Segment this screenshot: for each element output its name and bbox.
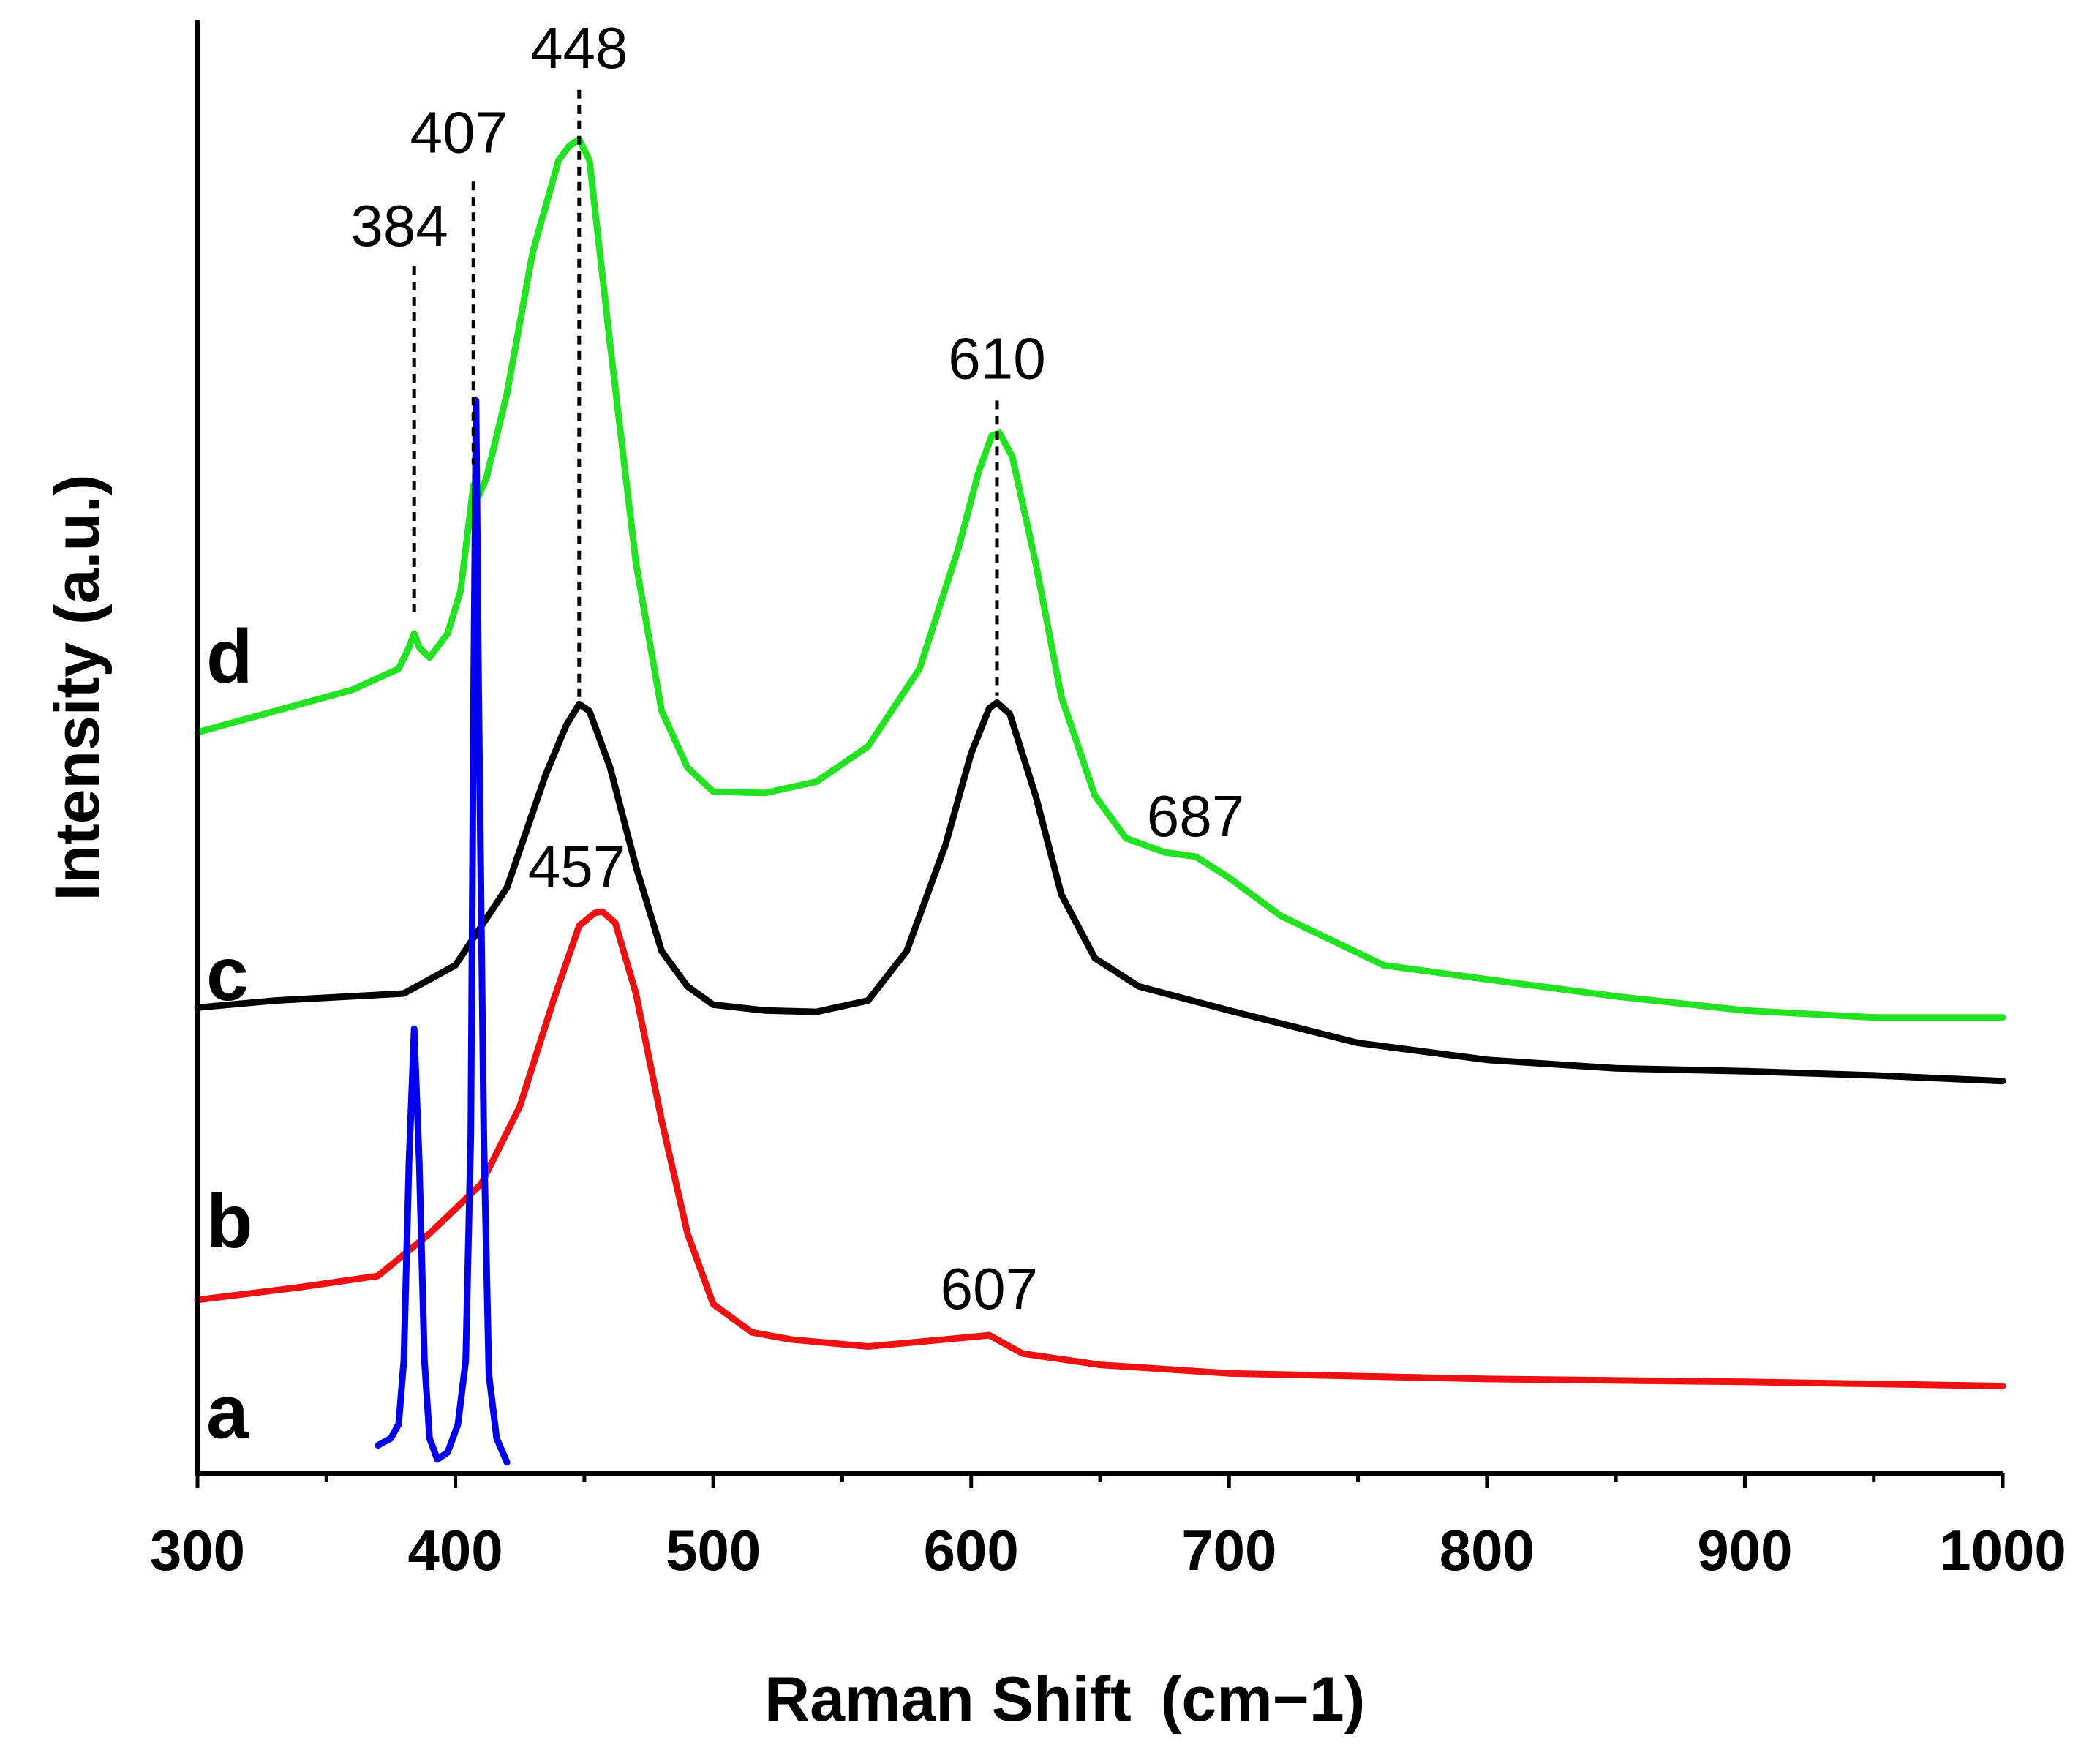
peak-label-610: 610 bbox=[948, 326, 1045, 391]
y-axis-title: Intensity (a.u.) bbox=[42, 475, 113, 901]
peak-label-457: 457 bbox=[528, 834, 625, 899]
curve-label-d: d bbox=[206, 615, 253, 699]
series-c-line bbox=[194, 699, 2006, 1085]
peak-label-384: 384 bbox=[350, 193, 448, 258]
annotation-layer: 384 407 448 610 687 457 607 a b c d bbox=[206, 15, 1244, 1455]
series-a-line bbox=[375, 397, 511, 1466]
peak-label-448: 448 bbox=[530, 15, 628, 80]
x-tick-label: 700 bbox=[1181, 1518, 1276, 1582]
x-tick-label: 1000 bbox=[1939, 1518, 2066, 1582]
x-axis-title: Raman Shift (cm−1) bbox=[764, 1664, 1365, 1735]
x-tick-label: 800 bbox=[1439, 1518, 1535, 1582]
peak-label-407: 407 bbox=[410, 99, 508, 165]
x-tick-label: 600 bbox=[924, 1518, 1019, 1582]
series-layer bbox=[194, 135, 2006, 1466]
x-tick-label: 500 bbox=[666, 1518, 761, 1582]
curve-label-a: a bbox=[206, 1370, 249, 1454]
curve-label-c: c bbox=[206, 932, 249, 1017]
x-axis-unit: (cm−1) bbox=[1161, 1664, 1366, 1735]
x-tick-label: 300 bbox=[150, 1518, 245, 1582]
marker-layer bbox=[412, 89, 999, 697]
x-tick-label: 400 bbox=[408, 1518, 503, 1582]
x-axis-title-text: Raman Shift bbox=[764, 1664, 1132, 1735]
x-tick-label: 900 bbox=[1697, 1518, 1792, 1582]
peak-label-607: 607 bbox=[941, 1256, 1038, 1321]
peak-label-687: 687 bbox=[1147, 784, 1244, 849]
curve-label-b: b bbox=[206, 1179, 253, 1264]
series-d-line bbox=[194, 135, 2006, 1021]
x-ticks: 300 400 500 600 700 800 900 1000 bbox=[150, 1473, 2066, 1582]
